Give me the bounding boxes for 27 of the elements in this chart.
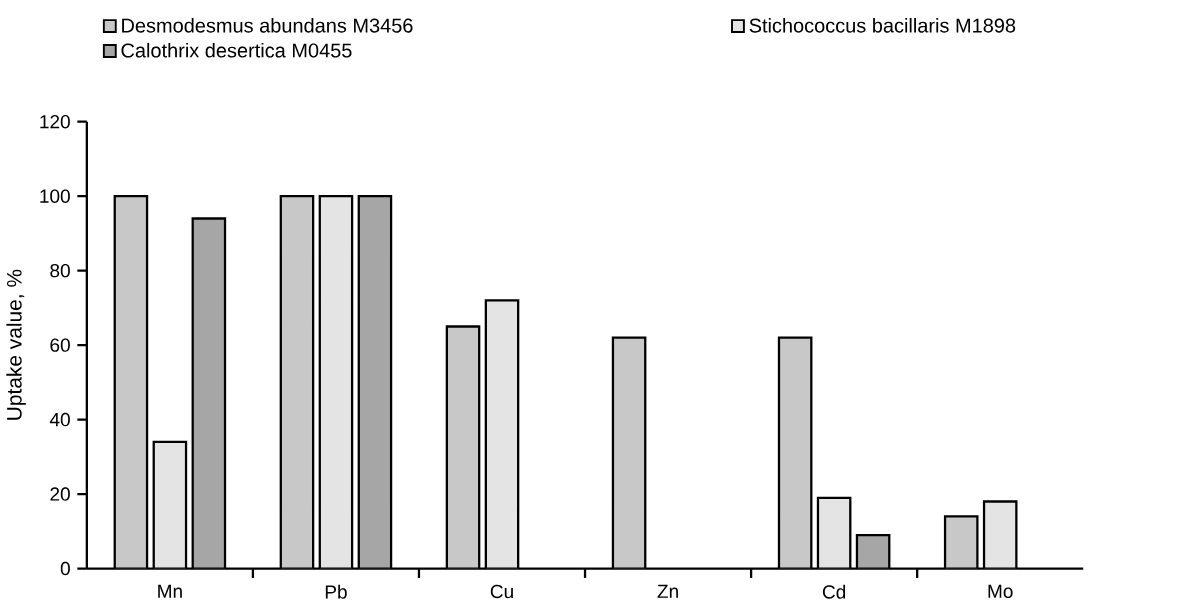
x-tick-label: Cu: [490, 584, 513, 599]
y-tick-label: 100: [40, 189, 70, 203]
y-tick-label: 80: [50, 263, 70, 278]
bar: [485, 300, 519, 569]
y-tick-label: 40: [49, 412, 70, 427]
x-tick-label: Mo: [988, 584, 1013, 598]
bar: [192, 218, 226, 569]
x-tick-label: Cd: [822, 584, 846, 599]
legend-label: Desmodesmus abundans M3456: [122, 17, 413, 33]
x-tick-label: Mn: [158, 584, 182, 598]
bar: [280, 195, 314, 569]
legend-label: Calothrix desertica M0455: [121, 42, 352, 58]
bar: [114, 195, 148, 569]
x-tick-label: Zn: [657, 584, 678, 598]
bar: [446, 326, 480, 569]
bar: [153, 441, 187, 569]
bar: [612, 337, 646, 569]
bar: [319, 195, 353, 569]
y-axis-title: Uptake value, %: [6, 269, 26, 420]
y-tick-label: 20: [50, 487, 70, 501]
y-tick-label: 0: [60, 561, 70, 576]
y-tick-label: 60: [50, 338, 70, 352]
bar: [778, 337, 812, 569]
y-tick-label: 120: [40, 114, 70, 129]
legend-label: Stichococcus bacillaris M1898: [749, 17, 1016, 33]
bar: [358, 195, 392, 569]
x-tick-label: Pb: [325, 584, 347, 599]
